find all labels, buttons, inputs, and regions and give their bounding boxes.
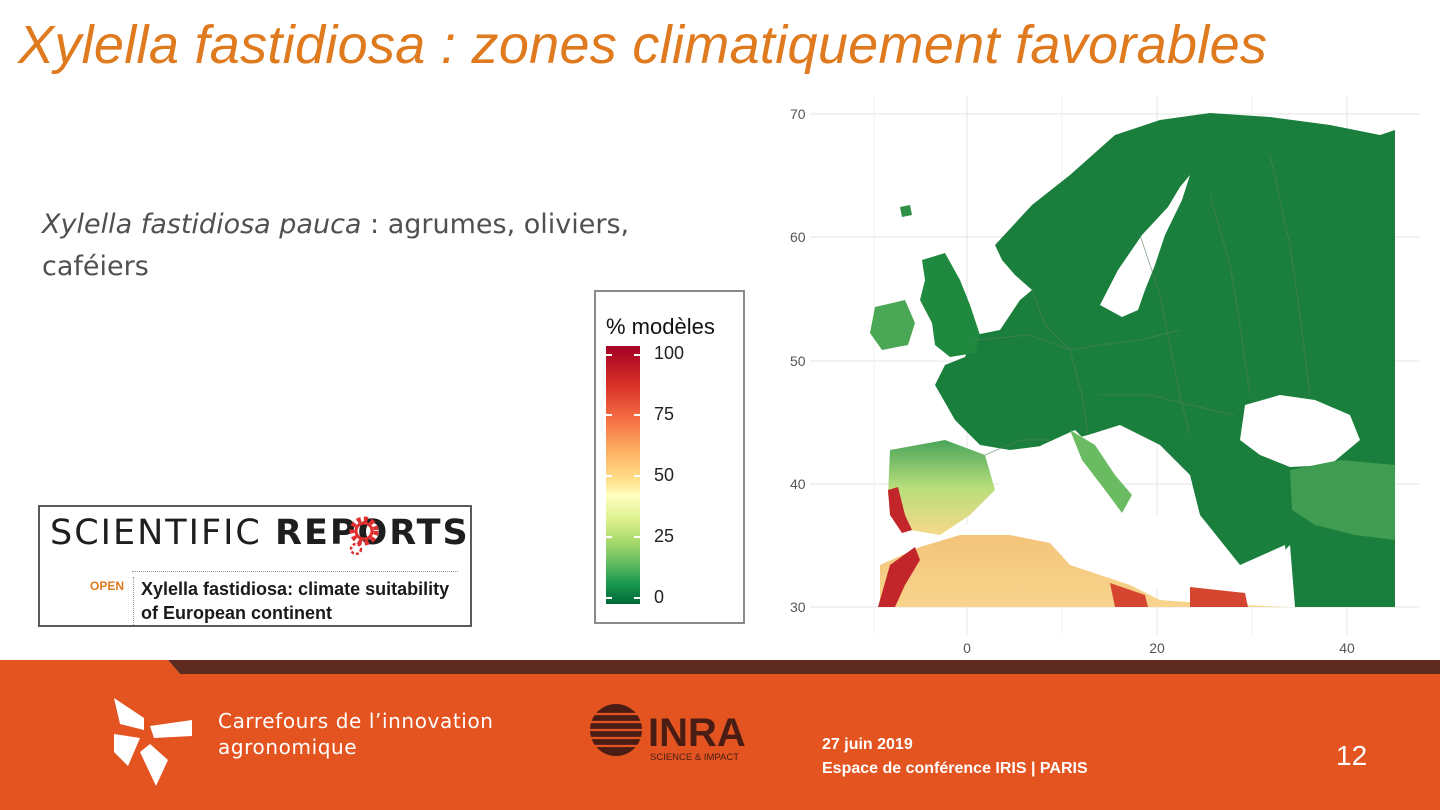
map-land-north-africa	[880, 535, 1290, 607]
y-tick-label: 70	[790, 106, 806, 122]
event-date: 27 juin 2019	[822, 736, 913, 753]
legend-label: 50	[654, 465, 675, 485]
scientific-reports-logo: SCIENTIFIC REPORTS	[50, 513, 470, 553]
map-land-ireland	[870, 300, 915, 350]
legend-label: 25	[654, 526, 675, 546]
inra-logo: INRA SCIENCE & IMPACT	[590, 704, 746, 763]
map-x-axis: 0 20 40	[963, 640, 1355, 656]
legend-title: % modèles	[606, 314, 715, 339]
map-hotspot-portugal	[888, 487, 912, 533]
inra-wordmark: INRA	[648, 711, 746, 755]
y-tick-label: 50	[790, 353, 806, 369]
brand-line: Carrefours de l’innovation	[218, 709, 494, 733]
legend-tick	[606, 414, 612, 416]
journal-name-thin: SCIENTIFIC	[50, 513, 275, 553]
map-hotspot-morocco	[878, 547, 920, 607]
x-tick-label: 20	[1149, 640, 1165, 656]
legend-tick	[606, 597, 612, 599]
x-tick-label: 40	[1339, 640, 1355, 656]
map-hotspot-egypt	[1190, 587, 1248, 607]
host-plants: : agrumes, oliviers, caféiers	[42, 209, 630, 282]
map-land-iberia	[888, 440, 995, 535]
legend-tick	[606, 354, 612, 356]
article-title: Xylella fastidiosa: climate suitability …	[141, 579, 450, 623]
slide-title: Xylella fastidiosa : zones climatiquemen…	[18, 15, 1268, 75]
event-venue: Espace de conférence IRIS | PARIS	[822, 760, 1088, 777]
legend-label: 0	[654, 587, 665, 607]
inra-globe-icon	[590, 704, 642, 756]
page-number: 12	[1336, 740, 1368, 771]
carrefours-logo-icon	[114, 698, 192, 786]
legend-tick	[634, 475, 640, 477]
map-land-italy	[1070, 430, 1132, 513]
divider	[132, 571, 458, 572]
y-tick-label: 40	[790, 476, 806, 492]
legend-tick	[634, 597, 640, 599]
scientific-reports-reference: SCIENTIFIC REPORTS OPEN Xylella fastidio…	[38, 505, 472, 627]
open-access-label: OPEN	[90, 579, 125, 593]
map-sea-black	[1240, 395, 1360, 467]
map-legend: % modèles 100 75 50 25 0	[594, 290, 745, 624]
map-land-iceland-fragment	[900, 205, 912, 217]
legend-tick	[634, 354, 640, 356]
y-tick-label: 60	[790, 229, 806, 245]
map-land-turkey	[1290, 460, 1395, 540]
legend-tick	[606, 475, 612, 477]
legend-label: 75	[654, 404, 675, 424]
legend-tick	[606, 536, 612, 538]
legend-tick	[634, 414, 640, 416]
map-sea-mediterranean	[920, 430, 1295, 607]
body-text: Xylella fastidiosa pauca : agrumes, oliv…	[42, 204, 702, 288]
gear-icon	[349, 516, 379, 555]
map-hotspot-libya	[1110, 583, 1148, 607]
map-land-europe	[935, 113, 1395, 607]
divider	[133, 577, 134, 625]
legend-label: 100	[654, 343, 685, 363]
europe-suitability-map: 70 60 50 40 30 0 20 40	[790, 95, 1420, 656]
inra-tagline: SCIENCE & IMPACT	[650, 752, 739, 763]
x-tick-label: 0	[963, 640, 971, 656]
map-land-great-britain	[920, 253, 980, 357]
map-y-axis: 70 60 50 40 30	[790, 106, 806, 615]
map-sea-baltic	[1100, 175, 1190, 317]
carrefours-brand: Carrefours de l’innovation agronomique	[218, 708, 494, 760]
footer-band	[0, 660, 1440, 810]
map-borders	[974, 154, 1311, 456]
brand-line: agronomique	[218, 735, 358, 759]
legend-tick	[634, 536, 640, 538]
footer-stripe	[0, 660, 1440, 674]
species-name: Xylella fastidiosa pauca	[42, 209, 362, 240]
y-tick-label: 30	[790, 599, 806, 615]
